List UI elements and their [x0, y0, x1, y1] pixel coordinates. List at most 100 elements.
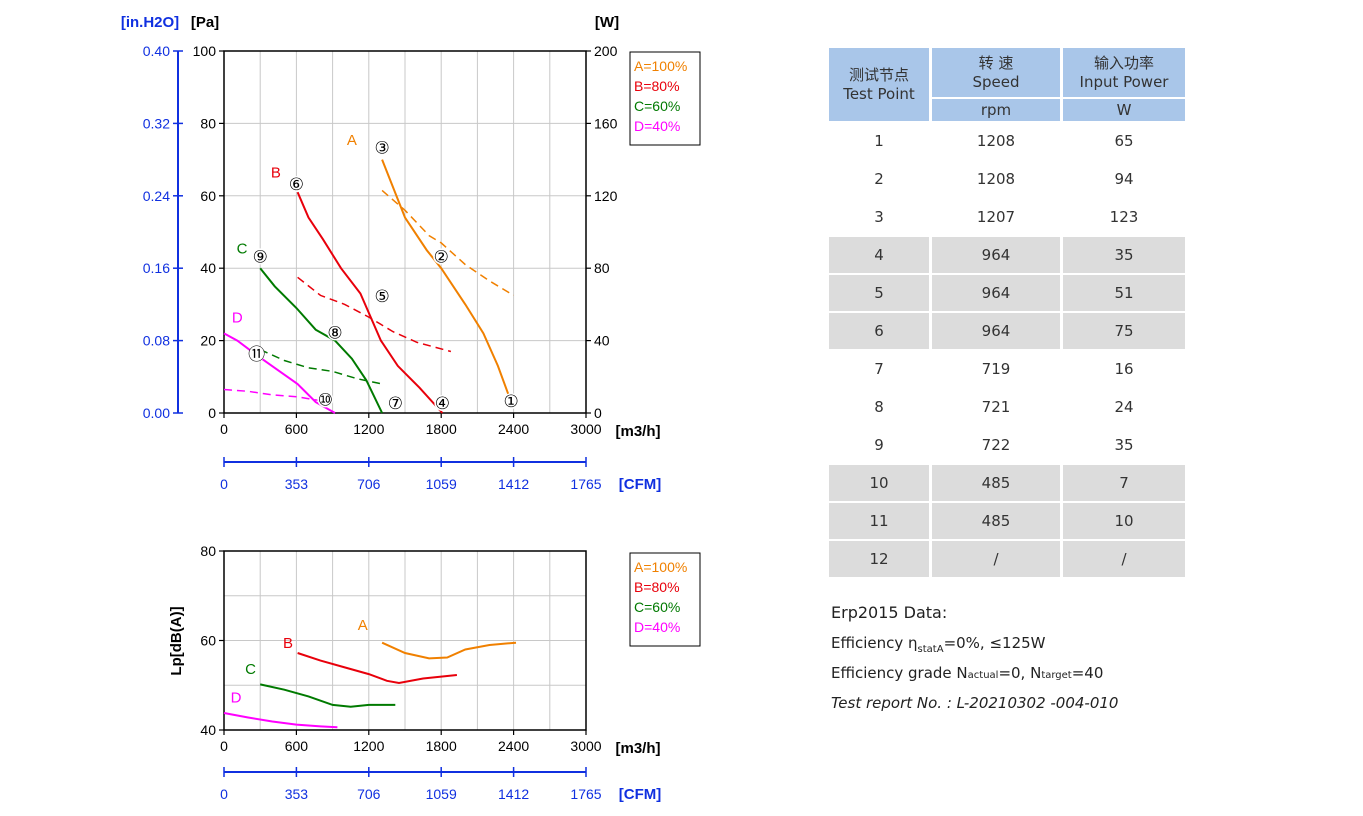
speed-cell: 1208	[932, 123, 1063, 161]
erp-title: Erp2015 Data:	[831, 603, 948, 622]
perf-inh2o-tick-label: 0.00	[143, 405, 170, 421]
power-cell: 35	[1063, 427, 1185, 465]
test-point-marker	[374, 288, 391, 305]
noise-cfm-tick-label: 1765	[570, 786, 601, 802]
noise-x-tick-label: 2400	[498, 738, 529, 754]
power-cell: 7	[1063, 465, 1185, 503]
series-label-C: C	[237, 241, 248, 258]
perf-cfm-tick-label: 1059	[426, 476, 457, 492]
erp-grade-target: target	[1041, 670, 1072, 681]
noise-series-label-A: A	[358, 617, 368, 634]
test-point-table: 测试节点 Test Point 转 速 Speed 输入功率 Input Pow…	[829, 48, 1185, 579]
perf-x-unit: [m3/h]	[616, 423, 661, 440]
test-point-label: ⑤	[374, 287, 389, 306]
test-point-cell: 6	[829, 313, 932, 351]
test-point-label: ③	[374, 139, 389, 158]
test-point-cell: 8	[829, 389, 932, 427]
noise-cfm-unit: [CFM]	[619, 786, 661, 803]
test-point-marker	[503, 393, 520, 410]
noise-curve-B	[297, 652, 458, 685]
perf-legend-entry: D=40%	[634, 118, 680, 134]
erp-efficiency-line: Efficiency ηstatA=0%, ≤125W	[831, 628, 1118, 658]
perf-cfm-tick-label: 353	[285, 476, 309, 492]
test-point-marker	[374, 139, 391, 156]
noise-legend-box	[629, 552, 701, 647]
perf-inh2o-tick-label: 0.32	[143, 115, 170, 131]
speed-cell: 964	[932, 313, 1063, 351]
noise-legend-entry: B=80%	[634, 579, 680, 595]
perf-x-tick-label: 0	[220, 421, 228, 437]
perf-y2-unit: [W]	[595, 14, 619, 31]
test-point-marker	[434, 394, 451, 411]
series-label-D: D	[232, 310, 243, 327]
series-label-B: B	[271, 165, 281, 182]
test-point-cell: 7	[829, 351, 932, 389]
power-cell: 94	[1063, 161, 1185, 199]
perf-cfm-tick-label: 0	[220, 476, 228, 492]
power-cell: /	[1063, 541, 1185, 579]
test-point-cell: 10	[829, 465, 932, 503]
erp-efficiency-suffix: =0%, ≤125W	[943, 634, 1046, 652]
noise-x-tick-label: 3000	[570, 738, 601, 754]
table-row: 6 964 75	[829, 313, 1185, 351]
power-curve-C	[259, 348, 383, 385]
power-cell: 35	[1063, 237, 1185, 275]
table-row: 5 964 51	[829, 275, 1185, 313]
noise-curve-A	[381, 641, 517, 660]
pressure-curve-C	[259, 267, 384, 414]
power-curve-D	[223, 388, 319, 402]
power-cell: 123	[1063, 199, 1185, 237]
table-row: 11 485 10	[829, 503, 1185, 541]
speed-cell: 964	[932, 275, 1063, 313]
test-point-cell: 1	[829, 123, 932, 161]
speed-cell: 719	[932, 351, 1063, 389]
noise-x-tick-label: 1800	[426, 738, 457, 754]
table-row: 9 722 35	[829, 427, 1185, 465]
test-point-header-en: Test Point	[843, 84, 915, 103]
speed-cell: 721	[932, 389, 1063, 427]
table-row: 10 485 7	[829, 465, 1185, 503]
erp-grade-mid: =0, N	[998, 664, 1042, 682]
perf-frame	[223, 50, 587, 414]
perf-y-tick-label: 20	[200, 333, 216, 349]
test-point-label: ⑧	[327, 323, 342, 342]
test-point-cell: 3	[829, 199, 932, 237]
perf-inh2o-tick-label: 0.40	[143, 43, 170, 59]
noise-series-label-C: C	[245, 661, 256, 678]
noise-cfm-tick-label: 1412	[498, 786, 529, 802]
test-point-label: ⑪	[248, 345, 265, 364]
perf-y-tick-label: 40	[200, 260, 216, 276]
pressure-curve-B	[296, 191, 444, 414]
perf-y2-tick-label: 40	[594, 333, 610, 349]
perf-y-tick-label: 80	[200, 115, 216, 131]
speed-cell: 485	[932, 503, 1063, 541]
test-point-cell: 4	[829, 237, 932, 275]
noise-series-label-B: B	[283, 635, 293, 652]
perf-inh2o-tick-label: 0.08	[143, 333, 170, 349]
power-cell: 75	[1063, 313, 1185, 351]
test-point-cell: 12	[829, 541, 932, 579]
speed-header: 转 速 Speed	[932, 48, 1063, 99]
speed-cell: 1207	[932, 199, 1063, 237]
perf-x-tick-label: 1200	[353, 421, 384, 437]
pressure-curve-A	[381, 159, 513, 403]
perf-y-tick-label: 100	[193, 43, 217, 59]
power-header: 输入功率 Input Power	[1063, 48, 1185, 99]
noise-x-unit: [m3/h]	[616, 740, 661, 757]
test-point-marker	[327, 324, 344, 341]
power-unit: W	[1063, 99, 1185, 123]
noise-cfm-tick-label: 353	[285, 786, 309, 802]
perf-legend-entry: C=60%	[634, 98, 680, 114]
test-point-header: 测试节点 Test Point	[829, 48, 932, 123]
power-curve-B	[297, 276, 452, 353]
noise-x-tick-label: 1200	[353, 738, 384, 754]
noise-cfm-tick-label: 0	[220, 786, 228, 802]
perf-x-tick-label: 2400	[498, 421, 529, 437]
table-row: 1 1208 65	[829, 123, 1185, 161]
speed-cell: 964	[932, 237, 1063, 275]
erp-grade-prefix: Efficiency grade N	[831, 664, 968, 682]
table-row: 12//	[829, 541, 1185, 579]
noise-y-label: Lp[dB(A)]	[168, 606, 185, 675]
test-point-cell: 5	[829, 275, 932, 313]
table-row: 3 1207 123	[829, 199, 1185, 237]
